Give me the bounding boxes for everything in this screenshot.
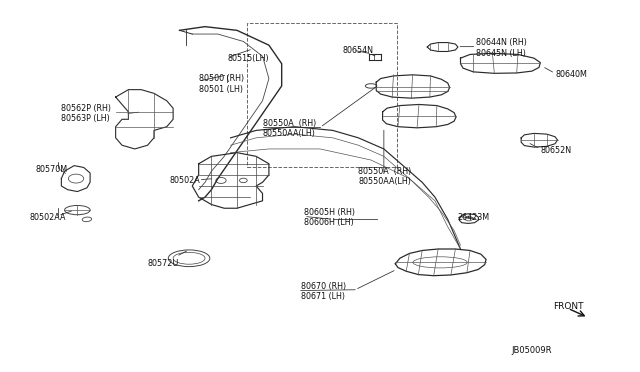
Text: 80644N (RH)
80645N (LH): 80644N (RH) 80645N (LH) xyxy=(476,38,527,58)
Text: 80652N: 80652N xyxy=(540,146,572,155)
Text: 80502A: 80502A xyxy=(170,176,201,185)
Text: FRONT: FRONT xyxy=(553,302,584,311)
Text: 80550A  (RH)
80550AA(LH): 80550A (RH) 80550AA(LH) xyxy=(262,119,316,138)
Text: 80640M: 80640M xyxy=(555,70,587,79)
Text: 80654N: 80654N xyxy=(342,46,373,55)
Text: JB05009R: JB05009R xyxy=(511,346,552,355)
Text: 80502AA: 80502AA xyxy=(29,213,66,222)
Text: 80500 (RH)
80501 (LH): 80500 (RH) 80501 (LH) xyxy=(198,74,244,94)
Text: 80670 (RH)
80671 (LH): 80670 (RH) 80671 (LH) xyxy=(301,282,346,301)
Text: 80562P (RH)
80563P (LH): 80562P (RH) 80563P (LH) xyxy=(61,104,111,124)
Text: 80515(LH): 80515(LH) xyxy=(227,54,269,62)
Text: 26423M: 26423M xyxy=(458,213,490,222)
Text: 80572U: 80572U xyxy=(148,259,179,268)
Text: 80570M: 80570M xyxy=(36,165,68,174)
Text: 80605H (RH)
80606H (LH): 80605H (RH) 80606H (LH) xyxy=(304,208,355,227)
Text: 80550A  (RH)
80550AA(LH): 80550A (RH) 80550AA(LH) xyxy=(358,167,412,186)
